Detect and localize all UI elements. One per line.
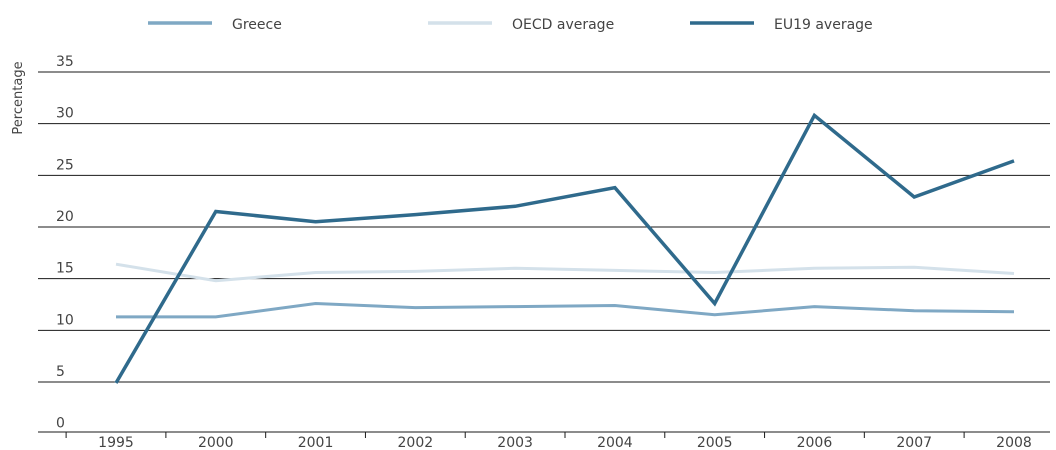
gridlines xyxy=(38,71,1050,383)
series-lines xyxy=(114,112,1015,384)
y-axis-ticks: 0 5 10 15 20 25 30 35 xyxy=(56,54,74,432)
x-tick-label: 2000 xyxy=(198,435,234,450)
legend-label: OECD average xyxy=(512,17,614,33)
x-tick-label: 2008 xyxy=(996,435,1032,450)
y-tick-label: 20 xyxy=(56,209,74,225)
x-tick-label: 2006 xyxy=(797,435,833,450)
series-line-eu19-average xyxy=(114,112,1015,384)
x-tick-label: 2007 xyxy=(896,435,932,450)
y-axis-label: Percentage xyxy=(11,61,26,134)
series-line-oecd-average xyxy=(115,262,1015,283)
x-tick-label: 2005 xyxy=(697,435,733,450)
y-tick-label: 15 xyxy=(56,261,74,277)
chart-legend: Greece OECD average EU19 average xyxy=(148,17,873,33)
y-tick-label: 5 xyxy=(56,364,65,380)
y-tick-label: 10 xyxy=(56,312,74,328)
y-tick-label: 25 xyxy=(56,157,74,173)
legend-label: Greece xyxy=(232,17,282,33)
x-tick-label: 2003 xyxy=(497,435,533,450)
x-tick-label: 2001 xyxy=(298,435,334,450)
x-tick-label: 2004 xyxy=(597,435,633,450)
x-tick-label: 1995 xyxy=(98,435,134,450)
legend-label: EU19 average xyxy=(774,17,873,33)
x-tick-label: 2002 xyxy=(398,435,434,450)
series-line-greece xyxy=(116,301,1015,319)
y-tick-label: 0 xyxy=(56,416,65,432)
y-tick-label: 35 xyxy=(56,54,74,70)
x-axis: 1995 2000 2001 2002 2003 2004 2005 2006 2007 2008 xyxy=(38,431,1050,450)
y-tick-label: 30 xyxy=(56,106,74,122)
